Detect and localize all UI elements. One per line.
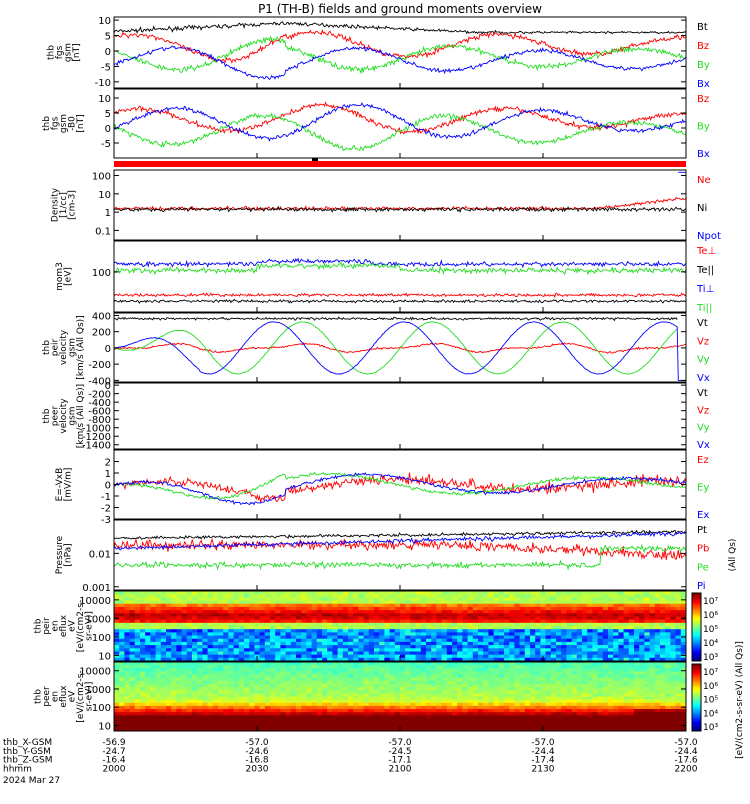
series-line-Pi [114,532,686,550]
y-tick-label: 10 [98,651,111,662]
legend-entry: Bt [697,22,708,33]
y-tick-label: -200 [88,360,111,371]
panel-temperature [114,241,686,312]
y-tick-label: 400 [92,311,111,322]
legend-entry: Vx [697,373,710,384]
y-tick-label: 5 [105,32,111,43]
legend-entry: By [697,122,710,133]
panel-efield [114,450,686,519]
y-tick-label: -1 [101,492,111,503]
legend-entry: Pi [697,581,706,592]
y-axis-label: [km/s (All Qs)] [76,384,86,448]
legend-entry: Vt [697,318,708,329]
legend-entry: Ti⊥ [696,284,714,295]
series-line-Bt [114,22,686,34]
y-axis-label: [eV] [63,267,73,286]
legend-entry: Ey [697,483,709,494]
y-tick-label: -1400 [82,441,111,452]
y-tick-label: 10 [98,190,111,201]
panel-density [114,170,686,240]
panel-peer-en [114,662,687,732]
series-line-Pt [114,530,686,539]
y-tick-label: 0 [105,481,111,492]
legend-entry: Bx [697,79,710,90]
y-tick-label: -10 [95,78,111,89]
panel-fgs-dsl [114,89,686,158]
y-tick-label: 100 [92,172,111,183]
legend-entry: Vx [697,440,710,451]
pressure-qs-label: (All Qs) [728,539,738,572]
panel-frame [114,383,686,449]
heatmap-peir-en [114,591,687,662]
legend-entry: Bx [697,149,710,160]
legend-entry: Vt [697,388,708,399]
y-tick-label: 100 [92,633,111,644]
series-line-Te⊥ [114,293,686,297]
series-line-Ti⊥ [114,259,686,267]
plot-title: P1 (TH-B) fields and ground moments over… [258,2,542,16]
panel-peir-en [114,591,687,662]
y-tick-label: 200 [92,328,111,339]
y-tick-label: -3 [101,515,111,526]
series-line-Bx [114,46,686,79]
y-axis-label: [nT] [76,114,86,132]
panel-peir-velocity [114,313,686,382]
panel-peer-velocity [114,383,686,449]
series-line-Te|| [114,299,686,303]
y-axis-label: [nT] [72,43,82,61]
series-line-By [114,37,686,73]
panel-frame [114,170,686,240]
legend-entry: Pt [697,525,707,536]
y-tick-label: 0 [105,344,111,355]
legend-entry: Vy [697,423,710,434]
y-tick-label: -5 [101,139,111,150]
legend-entry: Bz [697,94,709,105]
y-tick-label: -5 [101,62,111,73]
legend-entry: Ex [697,510,709,521]
y-axis-label: [nPa] [63,543,73,566]
legend-entry: Bz [697,41,709,52]
legend-entry: By [697,60,710,71]
legend-entry: Npot [697,231,721,242]
y-tick-label: 0 [105,124,111,135]
y-tick-label: 0 [105,47,111,58]
y-axis-label: [km/s (All Qs)] [76,315,86,379]
legend-entry: Ni [697,203,707,214]
y-tick-label: 100 [92,268,111,279]
y-axis-label: [cm-3] [68,190,78,220]
y-tick-label: 0.01 [89,549,111,560]
heatmap-peer-en [114,662,687,732]
panel-fgs [114,17,686,88]
y-axis-label: sr-eV)] [85,611,95,641]
y-tick-label: 2 [105,458,111,469]
panel-frame [114,89,686,158]
legend-entry: Pb [697,544,709,555]
series-line-Vt [114,317,677,320]
legend-entry: Te|| [696,265,714,276]
legend-entry: Vy [697,355,710,366]
legend-entry: Ez [697,455,709,466]
legend-entry: Pe [697,562,709,573]
series-line-Bx [114,103,686,141]
panel-pressure [114,520,686,590]
series-line-Pe [114,545,686,569]
status-bar [114,161,686,167]
legend-entry: Vz [697,336,709,347]
y-tick-label: 1 [105,469,111,480]
series-line-By [114,114,686,151]
y-tick-label: 10 [98,94,111,105]
y-tick-label: 0.001 [82,583,111,594]
y-tick-label: 1 [105,208,111,219]
y-tick-label: 10 [98,16,111,27]
legend-entry: Te⊥ [696,246,716,257]
y-axis-label: [mV/m] [63,468,73,502]
legend-entry: Ne [697,175,711,186]
legend-entry: Vz [697,405,709,416]
y-tick-label: 5 [105,109,111,120]
legend-entry: Ti|| [696,303,712,314]
y-tick-label: 0.1 [95,226,111,237]
y-tick-label: -2 [101,504,111,515]
